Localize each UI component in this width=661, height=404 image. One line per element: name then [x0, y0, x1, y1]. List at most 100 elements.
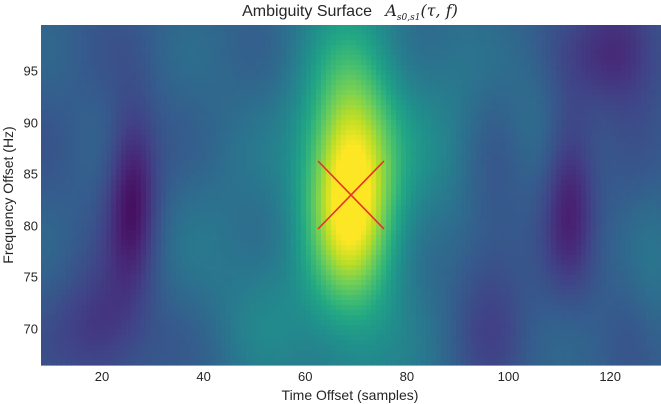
heatmap-cell — [501, 65, 507, 71]
heatmap-cell — [361, 140, 367, 146]
heatmap-cell — [291, 65, 297, 71]
heatmap-cell — [316, 205, 322, 211]
heatmap-cell — [596, 120, 602, 126]
heatmap-cell — [371, 110, 377, 116]
heatmap-cell — [266, 135, 272, 141]
heatmap-cell — [266, 70, 272, 76]
heatmap-cell — [461, 65, 467, 71]
heatmap-cell — [281, 130, 287, 136]
heatmap-cell — [206, 60, 212, 66]
heatmap-cell — [231, 130, 237, 136]
heatmap-cell — [546, 25, 552, 31]
heatmap-cell — [61, 35, 67, 41]
heatmap-cell — [116, 200, 122, 206]
heatmap-cell — [56, 150, 62, 156]
heatmap-cell — [406, 35, 412, 41]
heatmap-cell — [456, 65, 462, 71]
heatmap-cell — [281, 190, 287, 196]
heatmap-cell — [176, 25, 182, 31]
heatmap-cell — [471, 220, 477, 226]
heatmap-cell — [486, 130, 492, 136]
heatmap-cell — [636, 130, 642, 136]
heatmap-cell — [96, 35, 102, 41]
heatmap-cell — [321, 150, 327, 156]
heatmap-cell — [221, 80, 227, 86]
heatmap-cell — [251, 165, 257, 171]
heatmap-cell — [586, 105, 592, 111]
heatmap-cell — [641, 135, 647, 141]
heatmap-cell — [511, 185, 517, 191]
heatmap-cell — [196, 205, 202, 211]
heatmap-cell — [106, 145, 112, 151]
heatmap-cell — [636, 160, 642, 166]
heatmap-cell — [206, 105, 212, 111]
heatmap-cell — [191, 195, 197, 201]
heatmap-cell — [581, 125, 587, 131]
heatmap-cell — [56, 180, 62, 186]
heatmap-cell — [221, 95, 227, 101]
heatmap-cell — [86, 215, 92, 221]
heatmap-cell — [361, 155, 367, 161]
heatmap-cell — [371, 80, 377, 86]
heatmap-cell — [66, 45, 72, 51]
heatmap-cell — [376, 30, 382, 36]
heatmap-cell — [261, 80, 267, 86]
heatmap-cell — [121, 220, 127, 226]
heatmap-cell — [296, 85, 302, 91]
heatmap-cell — [281, 145, 287, 151]
heatmap-cell — [396, 200, 402, 206]
heatmap-cell — [341, 155, 347, 161]
heatmap-cell — [521, 100, 527, 106]
heatmap-cell — [66, 75, 72, 81]
heatmap-cell — [576, 210, 582, 216]
heatmap-cell — [336, 210, 342, 216]
heatmap-cell — [201, 125, 207, 131]
heatmap-cell — [101, 155, 107, 161]
heatmap-cell — [621, 205, 627, 211]
heatmap-cell — [41, 150, 47, 156]
heatmap-cell — [431, 65, 437, 71]
heatmap-cell — [156, 75, 162, 81]
heatmap-cell — [546, 40, 552, 46]
heatmap-cell — [281, 55, 287, 61]
heatmap-cell — [431, 75, 437, 81]
heatmap-cell — [431, 70, 437, 76]
heatmap-cell — [451, 145, 457, 151]
heatmap-cell — [86, 160, 92, 166]
heatmap-cell — [66, 115, 72, 121]
heatmap-cell — [71, 50, 77, 56]
heatmap-cell — [56, 50, 62, 56]
heatmap-cell — [576, 70, 582, 76]
heatmap-cell — [191, 105, 197, 111]
heatmap-cell — [131, 25, 137, 31]
heatmap-cell — [96, 125, 102, 131]
heatmap-cell — [141, 150, 147, 156]
heatmap-cell — [201, 160, 207, 166]
heatmap-cell — [456, 125, 462, 131]
heatmap-cell — [596, 155, 602, 161]
heatmap-cell — [261, 95, 267, 101]
heatmap-cell — [176, 135, 182, 141]
heatmap-cell — [101, 225, 107, 231]
heatmap-cell — [441, 185, 447, 191]
heatmap-cell — [211, 180, 217, 186]
heatmap-cell — [526, 80, 532, 86]
heatmap-cell — [306, 75, 312, 81]
heatmap-cell — [506, 60, 512, 66]
heatmap-cell — [51, 140, 57, 146]
heatmap-cell — [236, 40, 242, 46]
heatmap-cell — [211, 30, 217, 36]
heatmap-cell — [146, 90, 152, 96]
heatmap-cell — [401, 115, 407, 121]
heatmap-cell — [351, 60, 357, 66]
heatmap-cell — [351, 55, 357, 61]
heatmap-cell — [611, 185, 617, 191]
heatmap-cell — [106, 40, 112, 46]
heatmap-cell — [641, 175, 647, 181]
heatmap-cell — [526, 85, 532, 91]
heatmap-cell — [46, 55, 52, 61]
heatmap-cell — [316, 95, 322, 101]
heatmap-cell — [206, 65, 212, 71]
heatmap-cell — [471, 195, 477, 201]
heatmap-cell — [56, 145, 62, 151]
